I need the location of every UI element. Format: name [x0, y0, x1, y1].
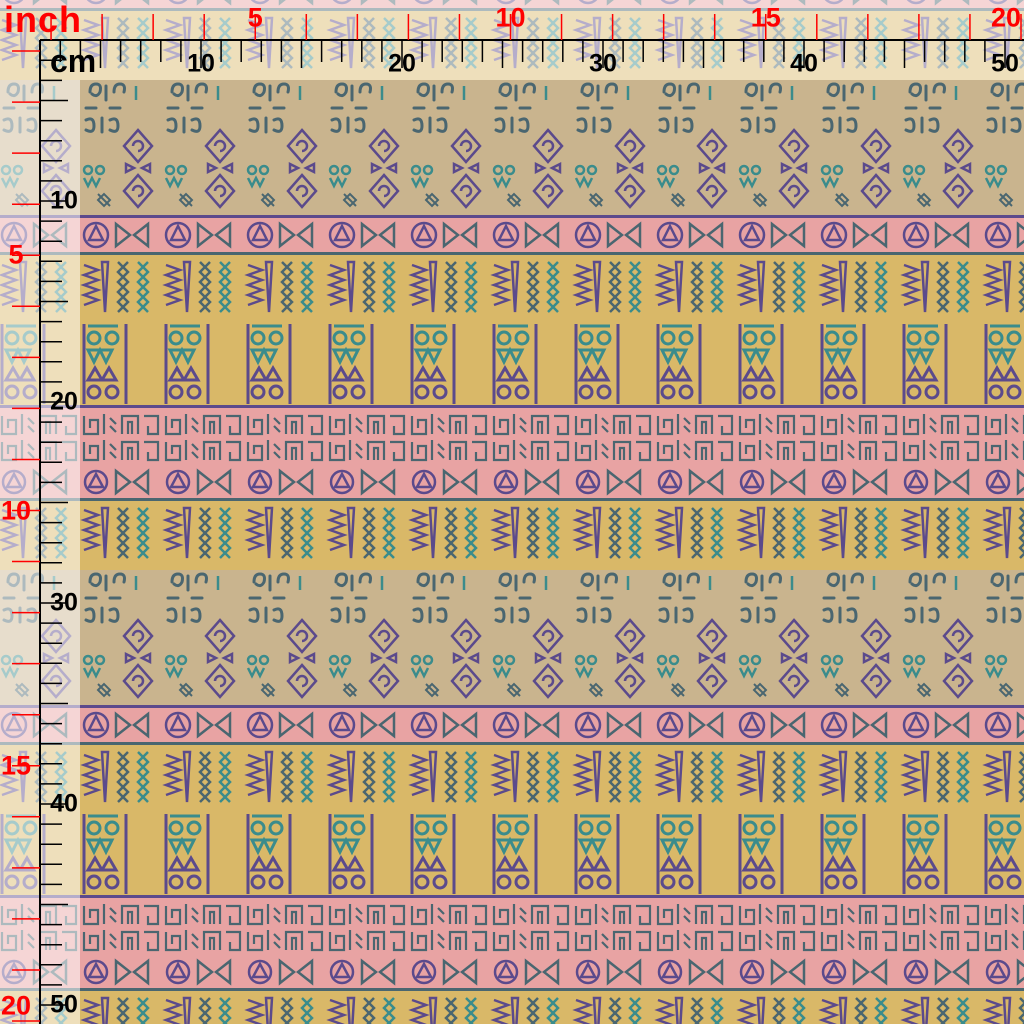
- top-inch-label: 5: [247, 2, 263, 33]
- top-inch-label: 20: [990, 2, 1022, 33]
- top-cm-label: 20: [388, 49, 416, 78]
- left-cm-label: 30: [50, 588, 78, 617]
- left-cm-label: 20: [50, 387, 78, 416]
- top-cm-label: 40: [790, 49, 818, 78]
- left-cm-label: 40: [50, 789, 78, 818]
- left-cm-label: 10: [50, 186, 78, 215]
- cm-unit-label: cm: [50, 43, 97, 79]
- left-inch-label: 15: [0, 750, 32, 781]
- left-cm-label: 50: [50, 990, 78, 1019]
- top-inch-label: 10: [495, 2, 526, 33]
- inch-unit-label: inch: [4, 0, 83, 40]
- top-cm-label: 30: [589, 49, 617, 78]
- left-inch-label: 10: [0, 495, 32, 525]
- top-cm-label: 50: [991, 49, 1019, 78]
- left-inch-label: 5: [8, 239, 24, 270]
- top-inch-label: 15: [750, 2, 781, 33]
- top-cm-label: 10: [187, 49, 215, 78]
- left-inch-label: 20: [0, 990, 32, 1021]
